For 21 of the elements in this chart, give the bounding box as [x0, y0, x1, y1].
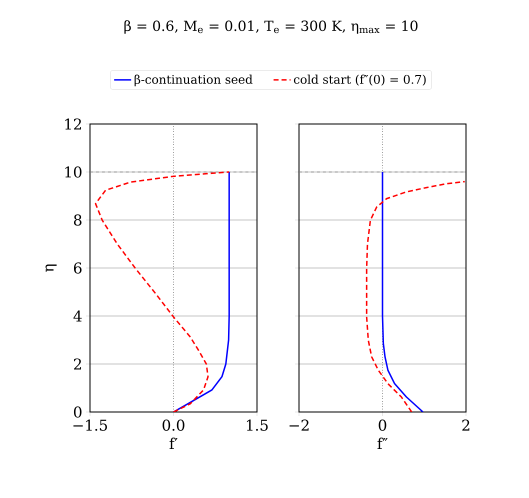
y-tick-label: 8: [74, 214, 82, 226]
line-series: [94, 171, 230, 412]
x-tick-label: −2: [290, 420, 309, 431]
y-axis-title: η: [46, 264, 57, 272]
legend-label: cold start (f″(0) = 0.7): [294, 74, 426, 86]
y-tick-label: 2: [74, 358, 82, 370]
x-axis-title: f′: [170, 438, 178, 450]
x-axis-title: f″: [377, 438, 388, 450]
y-tick-label: 0: [74, 406, 82, 418]
line-series: [172, 171, 230, 412]
x-tick-label: 2: [462, 420, 470, 431]
legend-label: β-continuation seed: [134, 74, 252, 86]
y-tick-label: 10: [65, 166, 82, 178]
y-tick-label: 4: [73, 310, 82, 322]
chart-title: β = 0.6, M$_{e}$ = 0.01, T$_{e}$ = 300 K, η$_{max}$ = 10: [124, 20, 418, 34]
y-tick-label: 6: [74, 262, 82, 274]
x-tick-label: 0: [378, 420, 386, 431]
x-tick-label: −1.5: [73, 420, 107, 431]
x-tick-label: 1.5: [246, 420, 268, 431]
y-tick-label: 12: [65, 118, 81, 130]
x-tick-label: 0.0: [162, 420, 184, 431]
